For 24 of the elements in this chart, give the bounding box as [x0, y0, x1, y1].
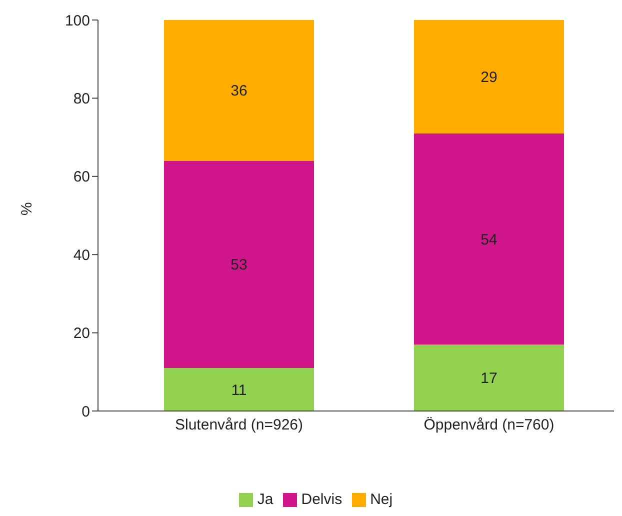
bar: [414, 344, 564, 411]
legend-label: Nej: [370, 491, 393, 508]
bar: [164, 368, 314, 411]
y-tick-label: 40: [73, 246, 90, 264]
data-label: 17: [480, 370, 498, 388]
x-tick-label: Öppenvård (n=760): [424, 416, 554, 434]
bar: [414, 20, 564, 134]
data-label: 53: [230, 256, 248, 274]
legend-label: Ja: [257, 491, 274, 508]
legend-label: Delvis: [301, 491, 342, 508]
data-label: 36: [230, 82, 248, 100]
bar: [164, 160, 314, 368]
y-axis-title: %: [18, 202, 36, 216]
y-tick-label: 100: [64, 12, 90, 30]
bar: [414, 133, 564, 345]
x-tick-label: Slutenvård (n=926): [175, 416, 304, 434]
bar: [164, 20, 314, 161]
data-label: 11: [231, 382, 247, 399]
y-tick-label: 20: [73, 325, 90, 342]
y-tick-label: 60: [73, 168, 90, 186]
y-tick-label: 0: [82, 403, 90, 420]
data-label: 54: [480, 231, 498, 248]
data-label: 29: [480, 69, 498, 86]
y-tick-label: 80: [73, 90, 90, 108]
